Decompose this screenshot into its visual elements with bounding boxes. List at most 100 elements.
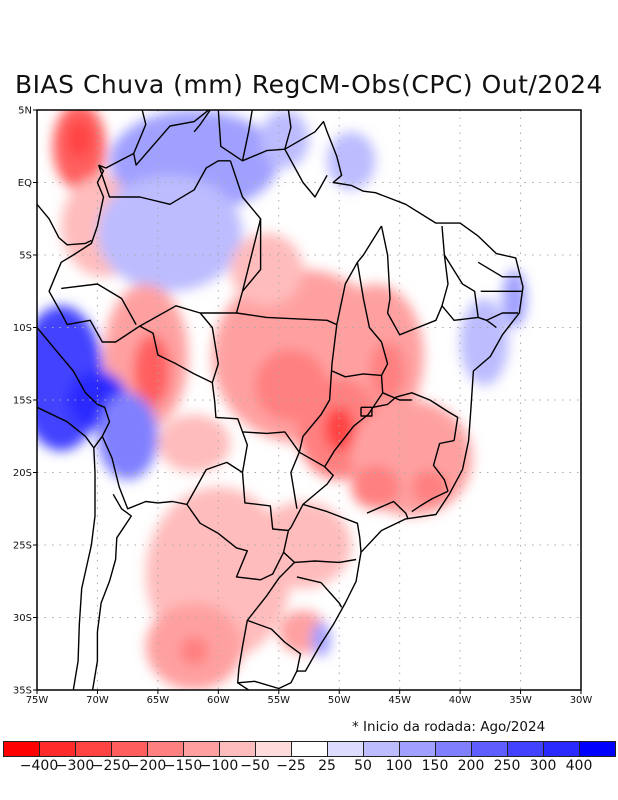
border-line	[139, 160, 262, 327]
border-line	[380, 225, 449, 336]
border-line	[61, 283, 137, 325]
bias-contour	[411, 469, 449, 505]
border-line	[296, 576, 343, 608]
colorbar-swatch	[147, 741, 184, 757]
border-line	[284, 148, 328, 198]
colorbar-swatch	[399, 741, 436, 757]
colorbar-label: −250	[91, 758, 131, 774]
lon-tick-label: 35W	[509, 695, 532, 706]
colorbar-label: −400	[19, 758, 59, 774]
lon-tick-label: 45W	[388, 695, 411, 706]
colorbar-label: 250	[493, 758, 521, 774]
border-line	[284, 110, 292, 150]
lon-tick-label: 30W	[570, 695, 593, 706]
lat-tick-label: 30S	[13, 613, 32, 624]
colorbar-swatch	[579, 741, 616, 757]
colorbar-swatch	[255, 741, 292, 757]
bias-contour	[260, 110, 310, 168]
border-line	[432, 439, 455, 492]
border-line	[372, 392, 459, 441]
lat-tick-label: 35S	[13, 686, 32, 697]
lon-tick-label: 60W	[207, 695, 230, 706]
bias-contour	[133, 334, 170, 408]
colorbar-swatch	[363, 741, 400, 757]
lat-tick-label: 10S	[13, 323, 32, 334]
border-line	[91, 493, 132, 690]
colorbar-label: −300	[55, 758, 95, 774]
bias-contour	[327, 131, 376, 190]
border-line	[486, 312, 519, 321]
colorbar-label: −200	[127, 758, 167, 774]
lon-tick-label: 50W	[328, 695, 351, 706]
axis-ticks: 75W 70W 65W 60W 55W 50W 45W 40W 35W 30W 5N EQ 5S 10S 1…	[13, 106, 592, 707]
border-line	[294, 558, 357, 564]
colorbar-label: 50	[354, 758, 372, 774]
colorbar-swatch	[183, 741, 220, 757]
border-line	[443, 254, 497, 329]
bias-contour	[230, 233, 303, 306]
border-line	[290, 451, 300, 509]
border-line	[241, 110, 253, 161]
bias-contour	[67, 120, 92, 158]
bias-contour	[97, 175, 243, 292]
colorbar-swatch	[3, 741, 40, 757]
bias-field	[37, 110, 581, 690]
lat-tick-label: 25S	[13, 541, 32, 552]
border-line	[241, 218, 262, 292]
border-line	[133, 110, 147, 154]
border-line	[193, 110, 212, 133]
border-line	[242, 431, 300, 453]
colorbar-swatch	[291, 741, 328, 757]
colorbar-swatch	[219, 741, 256, 757]
border-line	[382, 392, 412, 401]
colorbar-swatch	[39, 741, 76, 757]
border-line	[98, 160, 231, 205]
border-line	[302, 503, 362, 553]
border-line	[331, 262, 389, 378]
lon-tick-label: 40W	[449, 695, 472, 706]
lon-tick-label: 70W	[86, 695, 109, 706]
colorbar-swatch	[75, 741, 112, 757]
political-borders	[37, 110, 524, 690]
bias-contour	[179, 636, 209, 666]
border-line	[237, 620, 298, 690]
colorbar-swatch	[327, 741, 364, 757]
border-line	[199, 312, 219, 383]
border-line	[101, 436, 243, 510]
map-title: BIAS Chuva (mm) RegCM-Obs(CPC) Out/2024	[15, 70, 603, 99]
bias-contour	[157, 414, 231, 473]
bias-contour	[460, 298, 509, 386]
lon-tick-label: 75W	[26, 695, 49, 706]
colorbar-label: 150	[421, 758, 449, 774]
colorbar-label: 200	[457, 758, 485, 774]
bias-contour	[97, 392, 158, 480]
lat-tick-label: 20S	[13, 468, 32, 479]
lat-tick-label: 5N	[18, 106, 32, 117]
bias-contour	[324, 407, 354, 451]
colorbar-label: −50	[240, 758, 270, 774]
grid-lines	[37, 110, 581, 690]
border-line	[411, 490, 449, 513]
colorbar-label: −100	[199, 758, 239, 774]
border-line	[287, 324, 338, 531]
colorbar-label: −150	[163, 758, 203, 774]
colorbar-label: −25	[276, 758, 306, 774]
border-line	[236, 312, 338, 326]
lon-tick-label: 55W	[267, 695, 290, 706]
border-line	[37, 203, 92, 246]
colorbar-swatch	[111, 741, 148, 757]
bias-contour	[369, 342, 406, 400]
colorbar-label: 400	[565, 758, 593, 774]
bias-contour	[351, 465, 400, 509]
colorbar-label: 100	[385, 758, 413, 774]
lon-tick-label: 65W	[147, 695, 170, 706]
bias-contour	[311, 621, 331, 657]
border-line	[441, 305, 479, 321]
colorbar-label: 25	[318, 758, 336, 774]
colorbar-label: 300	[529, 758, 557, 774]
colorbar-swatch	[507, 741, 544, 757]
lat-tick-label: EQ	[18, 178, 32, 189]
border-line	[237, 682, 249, 690]
colorbar-swatch	[543, 741, 580, 757]
